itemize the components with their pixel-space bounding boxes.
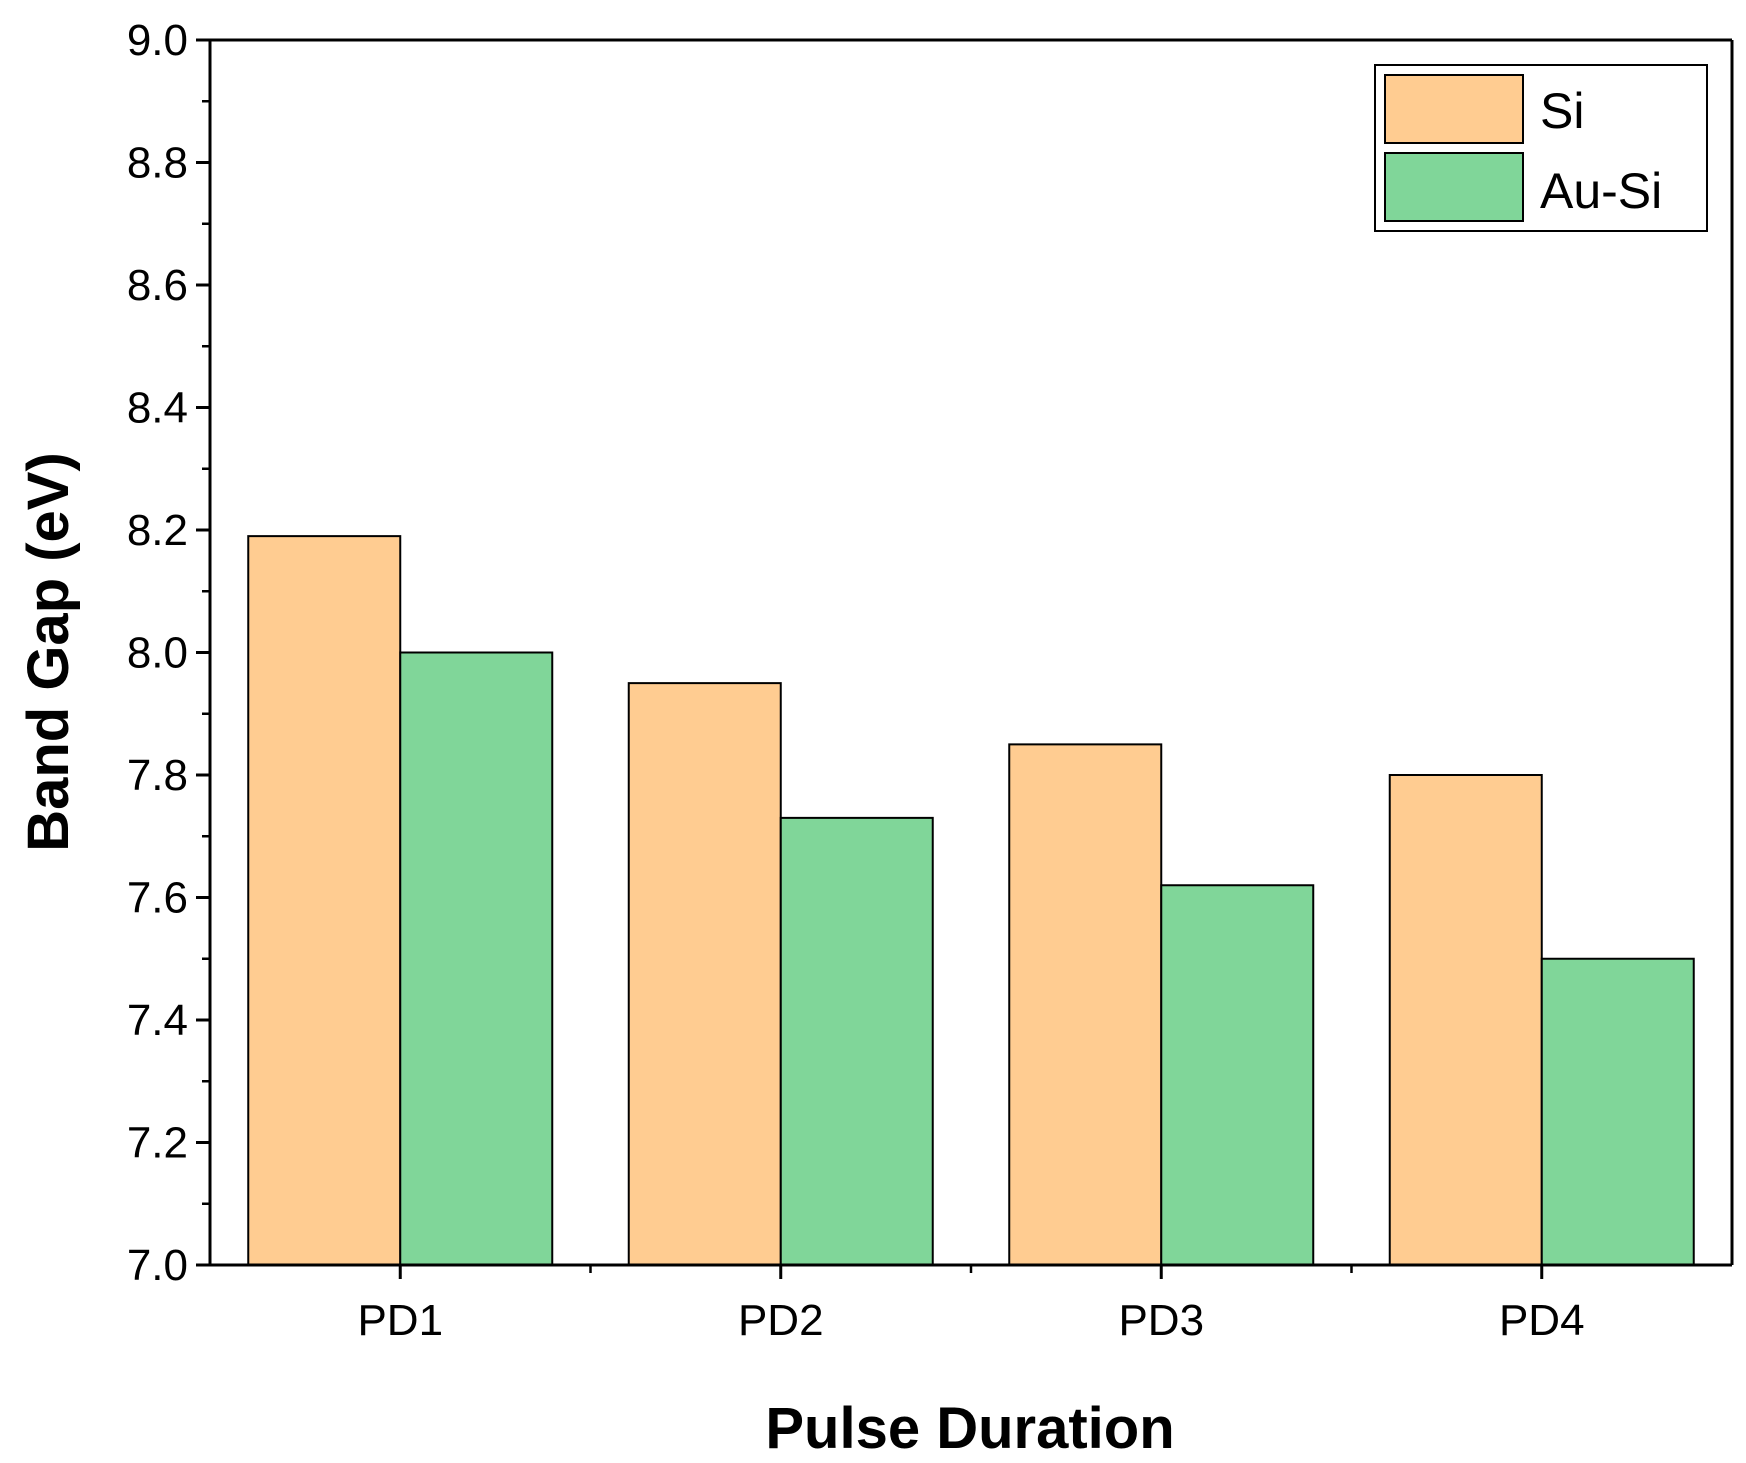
bar-si-pd1 — [247, 535, 402, 1266]
y-tick-label: 9.0 — [127, 16, 188, 65]
y-tick-label: 7.2 — [127, 1119, 188, 1168]
x-tick-label-pd3: PD3 — [1118, 1296, 1204, 1345]
legend-swatch-au-si — [1384, 152, 1524, 222]
bar-au-si-pd3 — [1160, 884, 1315, 1266]
x-tick-label-pd2: PD2 — [738, 1296, 824, 1345]
legend-label-au-si: Au-Si — [1540, 163, 1662, 219]
legend: Si Au-Si — [1374, 64, 1708, 232]
legend-swatch-si — [1384, 74, 1524, 144]
y-axis-title: Band Gap (eV) — [16, 452, 81, 852]
ticks-layer — [196, 38, 1544, 1279]
bar-au-si-pd4 — [1540, 957, 1695, 1266]
y-tick-label: 8.4 — [127, 384, 188, 433]
bar-si-pd2 — [627, 682, 782, 1266]
bars-layer — [247, 535, 1695, 1266]
y-tick-label: 7.0 — [127, 1241, 188, 1290]
y-tick-label: 8.2 — [127, 506, 188, 555]
x-axis-title: Pulse Duration — [765, 1396, 1174, 1461]
legend-label-si: Si — [1540, 83, 1584, 139]
y-tick-label: 7.6 — [127, 874, 188, 923]
bar-si-pd4 — [1388, 774, 1543, 1266]
x-tick-label-pd4: PD4 — [1499, 1296, 1585, 1345]
y-tick-label: 7.8 — [127, 751, 188, 800]
bar-si-pd3 — [1008, 743, 1163, 1266]
y-tick-label: 8.8 — [127, 139, 188, 188]
bar-au-si-pd1 — [399, 651, 554, 1266]
bar-au-si-pd2 — [779, 816, 934, 1266]
tick-labels-layer: 7.0 7.2 7.4 7.6 7.8 8.0 8.2 8.4 8.6 8.8 9.0 PD1 PD2 P… — [127, 16, 1585, 1345]
x-tick-label-pd1: PD1 — [357, 1296, 443, 1345]
y-tick-label: 8.0 — [127, 629, 188, 678]
y-tick-label: 7.4 — [127, 996, 188, 1045]
y-tick-label: 8.6 — [127, 261, 188, 310]
